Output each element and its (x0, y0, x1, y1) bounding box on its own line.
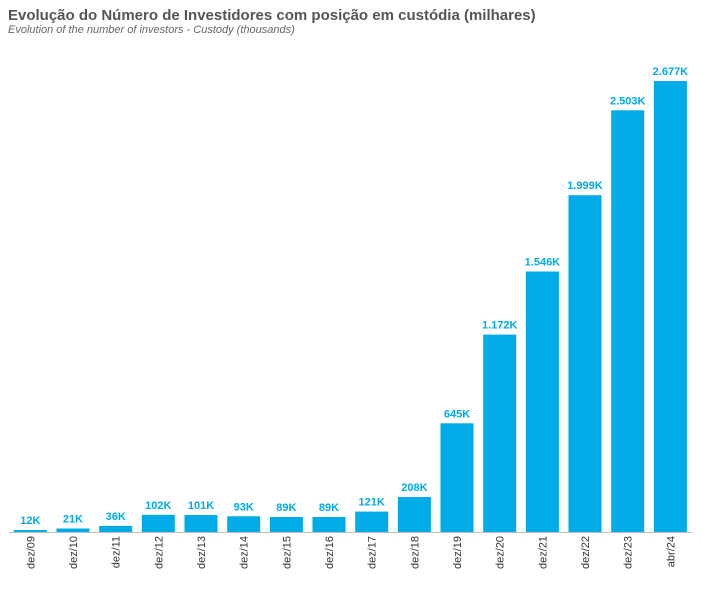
value-label: 208K (401, 482, 427, 494)
x-tick-label: dez/11 (111, 536, 123, 568)
value-label: 2.503K (610, 95, 646, 107)
x-tick-label: dez/18 (409, 536, 421, 569)
bar-dez-10 (56, 528, 90, 532)
bar-dez-22 (568, 195, 602, 532)
bar-dez-19 (440, 423, 474, 532)
bar-dez-14 (227, 516, 261, 532)
x-tick-label: dez/17 (367, 536, 379, 569)
bar-dez-20 (483, 334, 517, 532)
value-label: 102K (145, 500, 171, 512)
value-labels-group: 12K 21K 36K 102K 101K 93K 89K 89K 121K 208K 645K 1.… (20, 66, 688, 527)
value-label: 645K (444, 408, 470, 420)
x-tick-label: dez/16 (324, 536, 336, 569)
bar-abr-24 (653, 81, 687, 532)
value-label: 101K (188, 500, 214, 512)
bar-dez-16 (312, 517, 346, 532)
bar-dez-09 (13, 530, 47, 532)
x-tick-label: dez/15 (281, 536, 293, 569)
bar-dez-21 (525, 271, 559, 532)
x-tick-label: dez/20 (495, 536, 507, 569)
x-tick-label: abr/24 (665, 536, 677, 567)
value-label: 93K (234, 501, 254, 513)
chart-title: Evolução do Número de Investidores com p… (8, 7, 536, 24)
bar-dez-17 (355, 511, 389, 532)
x-tick-label: dez/21 (537, 536, 549, 569)
bar-dez-23 (611, 110, 645, 533)
x-tick-label: dez/22 (580, 536, 592, 569)
value-label: 12K (20, 515, 40, 527)
x-tick-label: dez/12 (153, 536, 165, 569)
value-label: 89K (319, 502, 339, 514)
x-tick-label: dez/10 (68, 536, 80, 569)
bars-group (13, 81, 687, 533)
bar-dez-13 (184, 515, 218, 532)
x-tick-label: dez/09 (25, 536, 37, 569)
x-tick-labels-group: dez/09 dez/10 dez/11 dez/12 dez/13 dez/14 dez/… (25, 536, 677, 569)
x-tick-label: dez/14 (239, 536, 251, 569)
chart-subtitle: Evolution of the number of investors - C… (8, 24, 295, 36)
value-label: 89K (276, 502, 296, 514)
value-label: 1.546K (525, 257, 561, 269)
bar-dez-12 (141, 514, 175, 532)
x-tick-label: dez/19 (452, 536, 464, 569)
x-tick-label: dez/13 (196, 536, 208, 569)
value-label: 121K (359, 497, 385, 509)
value-label: 21K (63, 514, 83, 526)
value-label: 36K (106, 511, 126, 523)
value-label: 1.172K (482, 320, 518, 332)
bar-dez-18 (397, 497, 431, 532)
x-tick-label: dez/23 (623, 536, 635, 569)
bar-dez-15 (269, 517, 303, 532)
value-label: 2.677K (653, 66, 689, 78)
bar-dez-11 (99, 525, 133, 532)
value-label: 1.999K (567, 180, 603, 192)
